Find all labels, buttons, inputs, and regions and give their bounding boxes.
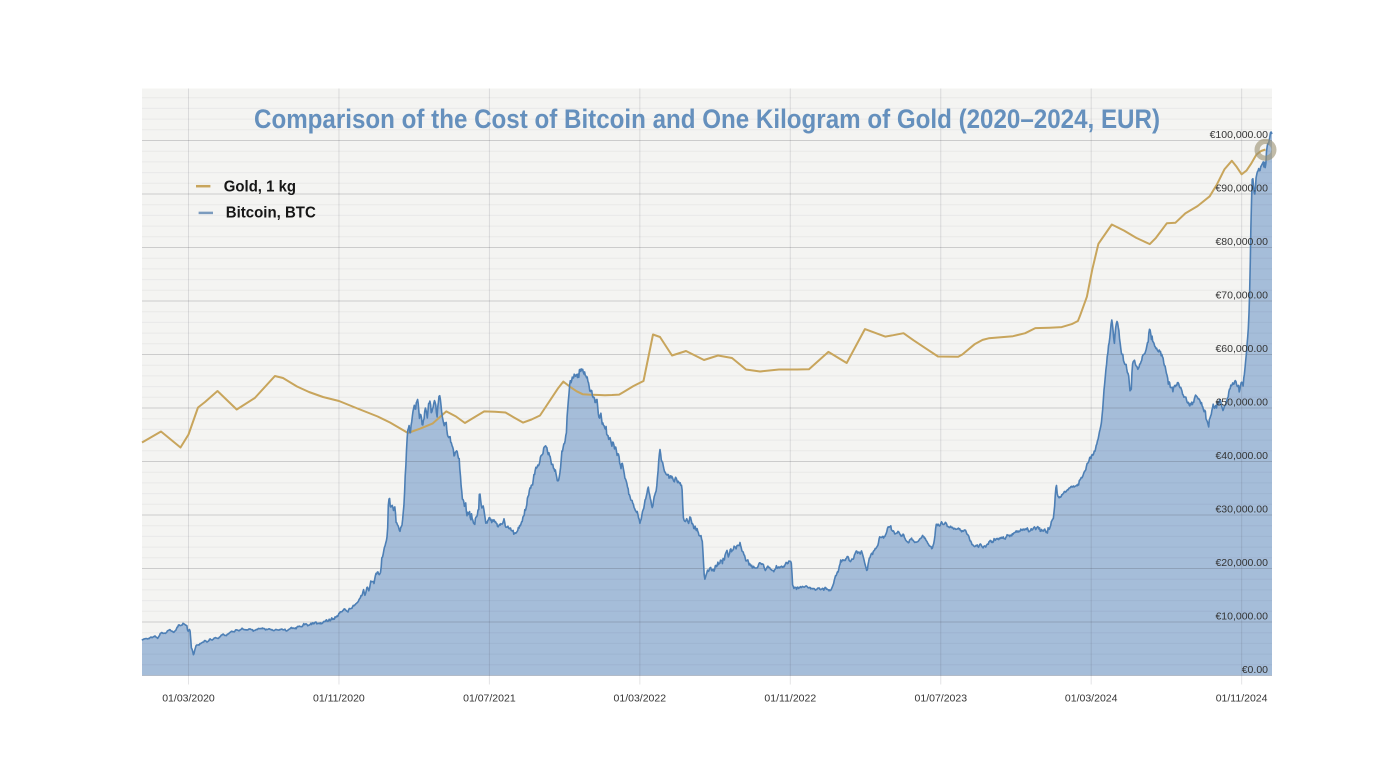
- svg-text:€10,000.00: €10,000.00: [1215, 611, 1268, 623]
- svg-text:€20,000.00: €20,000.00: [1215, 557, 1268, 569]
- svg-text:€90,000.00: €90,000.00: [1215, 183, 1268, 195]
- svg-text:Bitcoin, BTC: Bitcoin, BTC: [226, 204, 316, 221]
- svg-text:Comparison of the Cost of Bitc: Comparison of the Cost of Bitcoin and On…: [254, 104, 1160, 134]
- svg-text:€60,000.00: €60,000.00: [1215, 343, 1268, 355]
- svg-text:€100,000.00: €100,000.00: [1210, 129, 1269, 141]
- svg-text:Gold, 1 kg: Gold, 1 kg: [224, 178, 296, 195]
- svg-text:01/03/2020: 01/03/2020: [162, 693, 215, 705]
- svg-text:€70,000.00: €70,000.00: [1215, 290, 1268, 302]
- svg-text:€30,000.00: €30,000.00: [1215, 504, 1268, 516]
- svg-text:01/07/2023: 01/07/2023: [915, 693, 968, 705]
- svg-text:€50,000.00: €50,000.00: [1215, 397, 1268, 409]
- svg-text:01/07/2021: 01/07/2021: [463, 693, 516, 705]
- svg-text:€40,000.00: €40,000.00: [1215, 450, 1268, 462]
- svg-text:01/11/2020: 01/11/2020: [313, 693, 365, 705]
- svg-text:€80,000.00: €80,000.00: [1215, 236, 1268, 248]
- svg-text:01/11/2022: 01/11/2022: [764, 693, 816, 705]
- svg-text:01/03/2022: 01/03/2022: [614, 693, 667, 705]
- svg-text:€0.00: €0.00: [1242, 664, 1268, 676]
- svg-text:01/11/2024: 01/11/2024: [1216, 693, 1268, 705]
- svg-text:01/03/2024: 01/03/2024: [1065, 693, 1118, 705]
